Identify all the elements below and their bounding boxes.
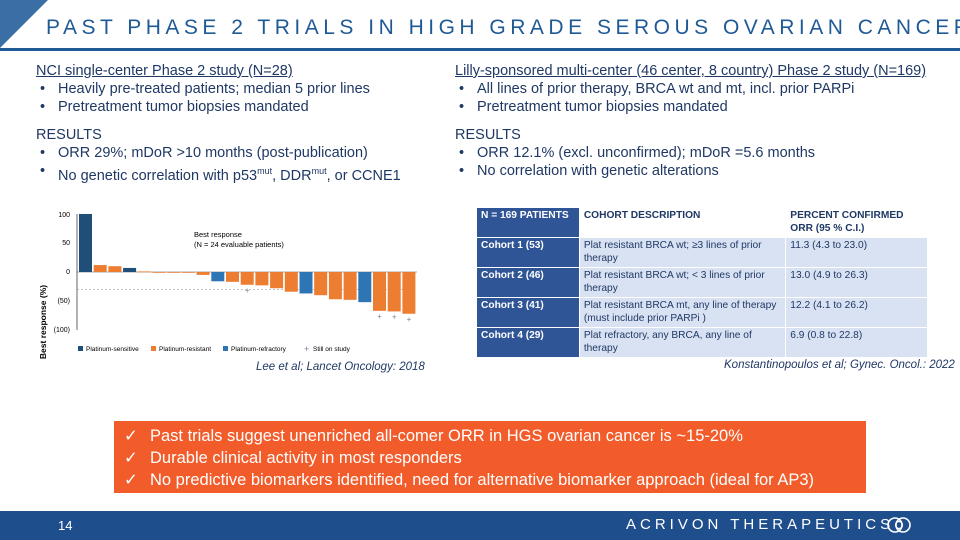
still-on-study-marker: + [407,315,412,324]
legend-swatch-refractory [223,346,228,351]
waterfall-bar [152,272,166,273]
waterfall-bar [387,272,401,312]
right-bullet: All lines of prior therapy, BRCA wt and … [455,80,926,98]
waterfall-bar [240,272,254,285]
waterfall-bar [196,272,210,275]
left-results-label: RESULTS [36,127,102,143]
legend-label: Platinum-refractory [231,346,287,353]
table-cell: 13.0 (4.9 to 26.3) [785,267,928,298]
page-number: 14 [58,518,73,533]
footer-bar [0,511,960,540]
right-study-heading: Lilly-sponsored multi-center (46 center,… [455,63,927,79]
still-on-study-marker: + [245,286,250,295]
left-bullet: Pretreatment tumor biopsies mandated [36,98,401,116]
takeaway-item: ✓ No predictive biomarkers identified, ne… [124,471,815,489]
waterfall-bar [328,272,342,300]
waterfall-citation: Lee et al; Lancet Oncology: 2018 [256,361,425,373]
legend-label: Platinum-sensitive [86,346,139,353]
checkmark-icon: ✓ [124,471,138,489]
table-cell: Cohort 4 (29) [476,327,580,358]
corner-accent [0,0,48,48]
waterfall-bar [123,267,137,272]
waterfall-bar [314,272,328,296]
left-result: ORR 29%; mDoR >10 months (post-publicati… [36,144,401,162]
still-on-study-marker: + [377,312,382,321]
table-cell: 6.9 (0.8 to 22.8) [785,327,928,358]
takeaway-item: ✓ Durable clinical activity in most respo… [124,449,462,467]
table-header: N = 169 PATIENTS [476,207,580,238]
key-takeaways-callout: ✓ Past trials suggest unenriched all-come… [114,421,866,493]
table-citation: Konstantinopoulos et al; Gynec. Oncol.: … [724,359,955,371]
waterfall-bar [358,272,372,303]
waterfall-chart: + + + + Best response (%) 100 50 0 (50) (10… [38,212,418,359]
takeaway-item: ✓ Past trials suggest unenriched all-come… [124,427,743,445]
waterfall-bar [226,272,239,282]
waterfall-bar [284,272,298,292]
table-header: COHORT DESCRIPTION [578,207,787,238]
y-tick-label: (50) [58,298,70,305]
table-header: PERCENT CONFIRMED ORR (95 % C.I.) [785,207,928,238]
waterfall-bar [167,272,181,273]
right-result: ORR 12.1% (excl. unconfirmed); mDoR =5.6… [455,144,926,162]
checkmark-icon: ✓ [124,427,138,445]
still-on-study-marker: + [392,312,397,321]
chart-annotation: Best response [194,230,242,239]
table-cell: Plat resistant BRCA wt; ≥3 lines of prio… [578,237,787,268]
table-row: Cohort 2 (46) Plat resistant BRCA wt; < … [476,267,928,298]
right-result: No correlation with genetic alterations [455,162,926,180]
left-result: No genetic correlation with p53mut, DDRm… [36,162,401,185]
legend-swatch-sensitive [78,346,83,351]
waterfall-bar [255,272,269,286]
y-tick-label: (100) [54,327,70,334]
table-cell: Plat refractory, any BRCA, any line of t… [578,327,787,358]
y-axis-label: Best response (%) [38,285,48,359]
left-bullet: Heavily pre-treated patients; median 5 p… [36,80,401,98]
table-row: Cohort 1 (53) Plat resistant BRCA wt; ≥3… [476,237,928,268]
waterfall-bar [93,265,107,272]
right-results-label: RESULTS [455,127,521,143]
waterfall-bar [181,272,195,273]
waterfall-bar [79,214,92,272]
left-study-heading: NCI single-center Phase 2 study (N=28) [36,63,293,79]
company-brand: ACRIVON THERAPEUTICS [626,516,895,533]
cohort-table: N = 169 PATIENTS COHORT DESCRIPTION PERC… [476,207,928,358]
company-logo-icon [887,517,911,533]
table-row: Cohort 4 (29) Plat refractory, any BRCA,… [476,327,928,358]
waterfall-bar [211,272,225,282]
table-cell: Plat resistant BRCA mt, any line of ther… [578,297,787,328]
y-tick-label: 100 [58,212,70,219]
table-row: Cohort 3 (41) Plat resistant BRCA mt, an… [476,297,928,328]
waterfall-bar [343,272,357,300]
table-cell: Cohort 2 (46) [476,267,580,298]
waterfall-bar [108,266,122,272]
right-study-block: Lilly-sponsored multi-center (46 center,… [455,62,926,180]
table-header-row: N = 169 PATIENTS COHORT DESCRIPTION PERC… [476,207,928,238]
waterfall-bar [402,272,416,314]
waterfall-bar [270,272,284,289]
still-on-study-icon: + [304,344,309,354]
slide-title: PAST PHASE 2 TRIALS IN HIGH GRADE SEROUS… [46,16,960,39]
left-study-block: NCI single-center Phase 2 study (N=28) H… [36,62,401,185]
y-tick-label: 0 [66,269,70,276]
y-tick-label: 50 [62,240,70,247]
table-cell: Cohort 3 (41) [476,297,580,328]
legend-label: Still on study [313,346,351,353]
waterfall-bar [137,271,151,273]
waterfall-bar [373,272,386,311]
table-cell: Plat resistant BRCA wt; < 3 lines of pri… [578,267,787,298]
waterfall-bar [299,272,313,294]
legend-swatch-resistant [151,346,156,351]
table-cell: 11.3 (4.3 to 23.0) [785,237,928,268]
chart-annotation: (N = 24 evaluable patients) [194,240,284,249]
title-divider [0,48,960,51]
right-bullet: Pretreatment tumor biopsies mandated [455,98,926,116]
checkmark-icon: ✓ [124,449,138,467]
table-cell: Cohort 1 (53) [476,237,580,268]
legend-label: Platinum-resistant [159,346,211,353]
table-cell: 12.2 (4.1 to 26.2) [785,297,928,328]
